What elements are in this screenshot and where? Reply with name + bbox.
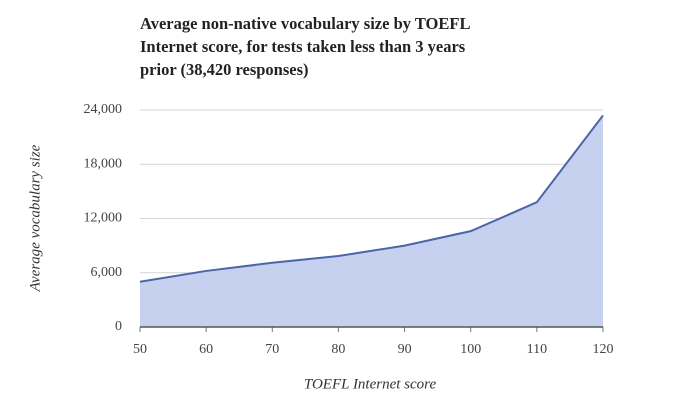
x-tick-label: 70 bbox=[265, 342, 279, 357]
y-tick-label: 24,000 bbox=[84, 102, 123, 117]
x-tick-label: 110 bbox=[527, 342, 547, 357]
x-tick-label: 50 bbox=[133, 342, 147, 357]
y-axis-title: Average vocabulary size bbox=[27, 144, 43, 292]
line bbox=[139, 114, 604, 283]
area bbox=[140, 115, 603, 327]
x-tick-label: 60 bbox=[199, 342, 213, 357]
y-tick-label: 0 bbox=[115, 319, 122, 334]
x-tick-label: 100 bbox=[460, 342, 481, 357]
x-tick-label: 90 bbox=[398, 342, 412, 357]
chart-title: Average non-native vocabulary size by TO… bbox=[140, 14, 470, 79]
y-tick-label: 6,000 bbox=[91, 265, 123, 280]
x-tick-label: 80 bbox=[331, 342, 345, 357]
x-axis-title: TOEFL Internet score bbox=[304, 376, 437, 392]
y-tick-label: 18,000 bbox=[84, 156, 123, 171]
y-tick-label: 12,000 bbox=[84, 211, 123, 226]
x-tick-label: 120 bbox=[593, 342, 614, 357]
